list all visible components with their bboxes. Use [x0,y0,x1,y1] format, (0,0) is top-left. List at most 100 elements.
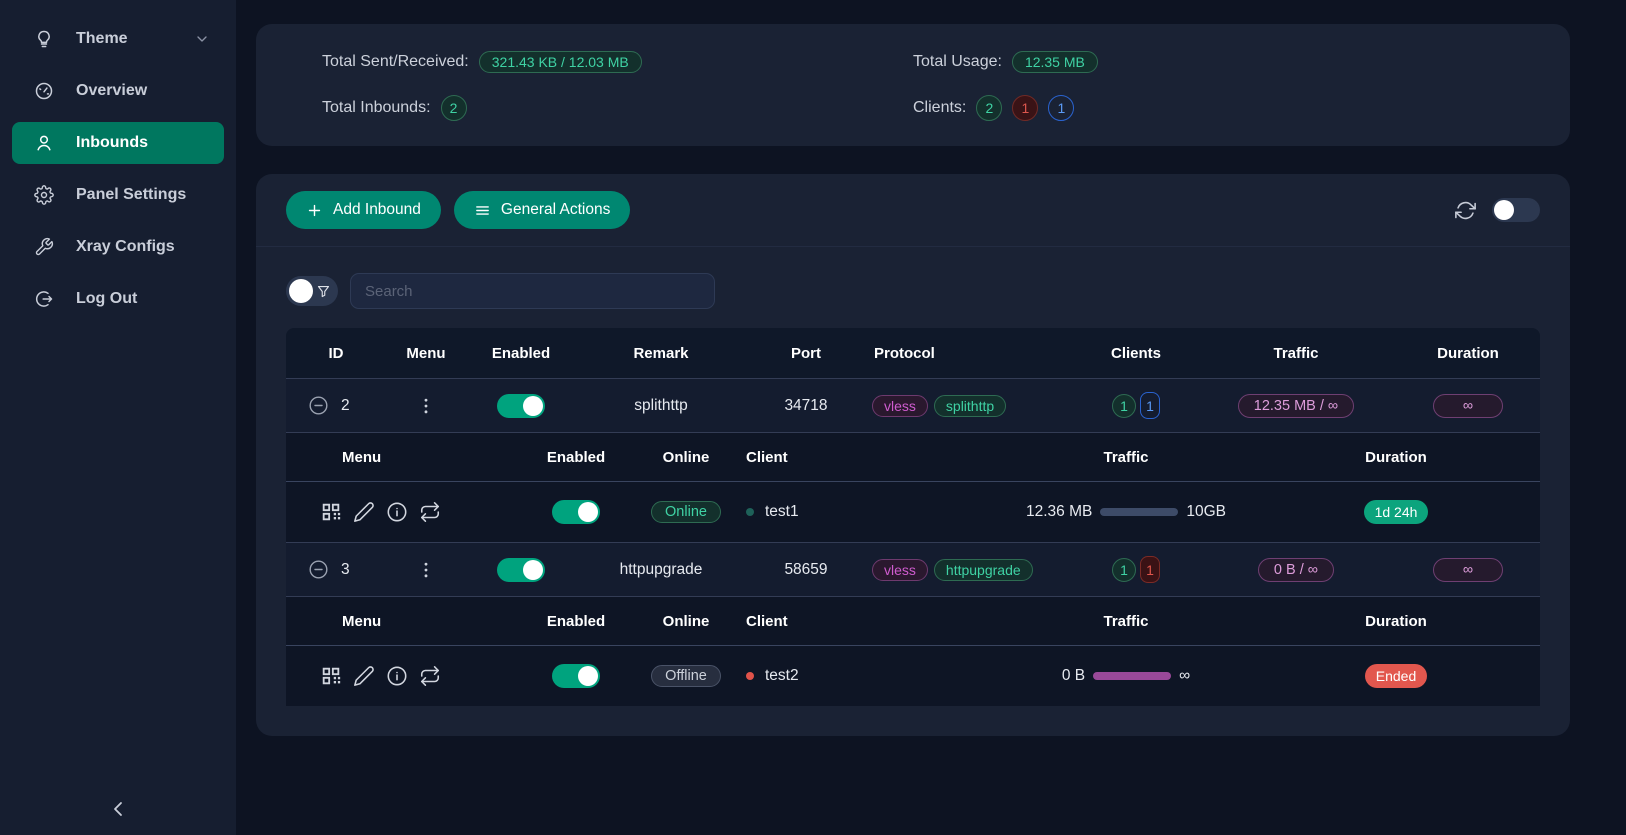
column-header-clients: Clients [1110,344,1161,362]
column-header-protocol: Protocol [874,344,935,362]
sub-column-header-menu: Menu [342,448,382,466]
sub-column-header-menu: Menu [342,612,382,630]
clients-online-badge: 1 [1140,392,1160,419]
client-name: test1 [765,503,799,520]
table-row: 2 splithttp 34718 vless splithttp [286,378,1540,432]
row-menu-icon[interactable] [416,560,436,580]
sidebar-item-inbounds[interactable]: Inbounds [12,122,224,164]
sub-column-header-traffic: Traffic [1103,448,1149,466]
transport-tag: httpupgrade [933,558,1033,581]
info-icon[interactable] [386,501,408,523]
total-sent-received-value: 321.43 KB / 12.03 MB [478,51,642,73]
search-input[interactable] [350,273,715,309]
inbound-remark: httpupgrade [619,560,703,578]
qr-code-icon[interactable] [320,665,342,687]
reset-traffic-icon[interactable] [419,665,441,687]
column-header-menu: Menu [406,344,446,362]
stat-label: Total Usage: [913,53,1002,70]
transport-tag: splithttp [933,394,1007,417]
table-row: 3 httpupgrade 58659 vless httpupgrade [286,542,1540,596]
total-inbounds-value: 2 [440,95,467,121]
client-status-dot [746,672,754,680]
edit-pencil-icon[interactable] [353,665,375,687]
client-filter-toggle[interactable] [286,276,338,306]
column-header-id: ID [328,344,344,362]
auto-refresh-toggle[interactable] [1492,198,1540,222]
sidebar-item-label: Overview [76,82,148,99]
sub-column-header-client: Client [746,612,788,630]
client-status-tag: Online [651,501,721,523]
sidebar-item-logout[interactable]: Log Out [12,278,224,320]
traffic-pill: 0 B / ∞ [1257,557,1335,582]
sidebar-item-xray-configs[interactable]: Xray Configs [12,226,224,268]
client-row: Offline test2 0 B ∞ Ended [286,646,1540,706]
stat-label: Total Sent/Received: [322,53,469,70]
sub-column-header-enabled: Enabled [546,448,606,466]
add-inbound-label: Add Inbound [333,201,421,218]
client-traffic-total: ∞ [1179,667,1191,684]
panel-body: ID Menu Enabled Remark Port Protocol Cli… [256,247,1570,736]
inbound-enabled-toggle[interactable] [497,557,545,582]
clients-depleted-badge: 1 [1140,556,1160,583]
total-usage-value: 12.35 MB [1011,51,1098,73]
toggle-knob [523,395,543,416]
sidebar-item-label: Log Out [76,290,138,307]
column-header-remark: Remark [633,344,689,362]
qr-code-icon[interactable] [320,501,342,523]
client-enabled-toggle[interactable] [552,500,600,524]
sub-column-header-enabled: Enabled [546,612,606,630]
edit-pencil-icon[interactable] [353,501,375,523]
wrench-icon [34,237,54,257]
clients-deactive-badge: 1 [1012,95,1039,121]
client-traffic-used: 12.36 MB [1026,503,1093,520]
collapse-row-icon[interactable] [308,395,329,416]
sidebar-collapse-button[interactable] [106,797,130,821]
reset-traffic-icon[interactable] [419,501,441,523]
row-menu-icon[interactable] [416,396,436,416]
toggle-knob [578,666,598,686]
sidebar-item-overview[interactable]: Overview [12,70,224,112]
client-traffic-used: 0 B [1061,667,1086,684]
sub-column-header-client: Client [746,448,788,466]
inbound-id: 3 [341,560,350,578]
table-header-row: ID Menu Enabled Remark Port Protocol Cli… [286,328,1540,378]
panel-toolbar: Add Inbound General Actions [256,174,1570,247]
clients-count-badge: 1 [1112,557,1136,582]
protocol-tag: vless [872,558,928,581]
sidebar-item-panel-settings[interactable]: Panel Settings [12,174,224,216]
column-header-traffic: Traffic [1273,344,1319,362]
expanded-clients-section: Menu Enabled Online Client Traffic Durat… [286,432,1540,542]
sidebar-item-label: Theme [76,30,128,47]
inbound-enabled-toggle[interactable] [497,393,545,418]
client-status-tag: Offline [651,665,721,687]
stat-label: Clients: [913,99,967,116]
client-enabled-toggle[interactable] [552,664,600,688]
dashboard-icon [34,81,54,101]
client-table-header-row: Menu Enabled Online Client Traffic Durat… [286,597,1540,646]
clients-count-badge: 1 [1112,393,1136,418]
sidebar-item-theme[interactable]: Theme [12,18,224,60]
client-table-header-row: Menu Enabled Online Client Traffic Durat… [286,433,1540,482]
sidebar-item-label: Inbounds [76,134,148,151]
refresh-icon[interactable] [1455,200,1476,221]
client-duration-pill: 1d 24h [1363,500,1429,524]
add-inbound-button[interactable]: Add Inbound [286,191,441,229]
sub-column-header-traffic: Traffic [1103,612,1149,630]
general-actions-label: General Actions [500,201,611,218]
column-header-port: Port [791,344,821,362]
traffic-progress-bar [1100,508,1179,516]
user-icon [34,133,54,153]
stat-total-sent-received: Total Sent/Received: 321.43 KB / 12.03 M… [322,48,913,76]
general-actions-button[interactable]: General Actions [453,191,631,229]
info-icon[interactable] [386,665,408,687]
expanded-clients-section: Menu Enabled Online Client Traffic Durat… [286,596,1540,706]
client-traffic-total: 10GB [1186,503,1226,520]
collapse-row-icon[interactable] [308,559,329,580]
sub-column-header-duration: Duration [1365,448,1427,466]
search-row [286,273,1540,309]
client-row: Online test1 12.36 MB 10GB 1d 24h [286,482,1540,542]
sub-column-header-duration: Duration [1365,612,1427,630]
logout-icon [34,289,54,309]
duration-pill: ∞ [1433,393,1503,418]
column-header-enabled: Enabled [491,344,551,362]
